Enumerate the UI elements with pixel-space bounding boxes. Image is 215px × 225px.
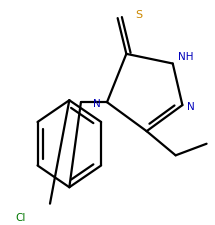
Text: S: S <box>135 10 143 20</box>
Text: Cl: Cl <box>15 213 26 223</box>
Text: N: N <box>92 99 100 109</box>
Text: N: N <box>187 102 195 112</box>
Text: NH: NH <box>178 52 193 62</box>
